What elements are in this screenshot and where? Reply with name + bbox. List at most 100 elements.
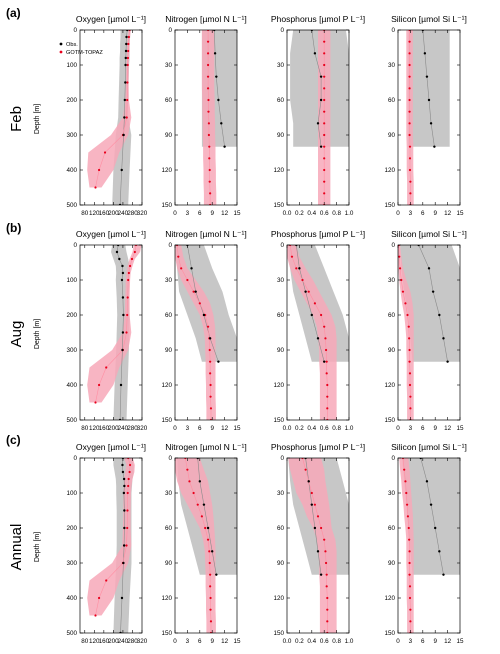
plot-area — [287, 245, 349, 420]
y-tick-label: 90 — [277, 560, 285, 567]
model-point — [208, 145, 211, 148]
y-tick-label: 60 — [388, 525, 396, 532]
model-line — [409, 30, 411, 205]
subplot-annual-2: Phosphorus [µmol P L⁻¹] 0.0 0.2 0.4 0.6 0.8 1.… — [271, 442, 365, 645]
model-point — [325, 573, 328, 576]
model-point — [209, 608, 212, 611]
model-point — [400, 278, 403, 282]
subplot-aug-0: Oxygen [µmol L⁻¹]80 120 160 200 240 280 320010… — [66, 229, 147, 432]
plot-area — [290, 30, 349, 205]
model-line — [289, 245, 328, 420]
x-tick-label: 0 — [396, 210, 400, 217]
obs-point — [442, 573, 445, 576]
model-band — [406, 30, 414, 205]
x-tick-label: 9 — [210, 425, 214, 432]
row-title: Aug — [8, 321, 25, 348]
obs-point — [423, 52, 427, 55]
model-point — [126, 81, 129, 84]
y-tick-label: 90 — [277, 132, 285, 139]
model-point — [403, 468, 406, 471]
obs-band — [408, 30, 450, 147]
model-point — [326, 383, 329, 387]
obs-point — [319, 573, 323, 576]
x-tick-label: 0.4 — [307, 638, 316, 645]
obs-point — [123, 116, 126, 119]
x-tick-label: 15 — [456, 210, 464, 217]
obs-band — [400, 245, 460, 362]
obs-point — [206, 526, 210, 530]
y-tick-label: 400 — [66, 167, 77, 174]
obs-point — [123, 526, 126, 530]
x-tick-label: 0.6 — [320, 638, 329, 645]
model-point — [408, 52, 411, 55]
model-point — [208, 180, 211, 183]
obs-point — [123, 484, 126, 488]
model-point — [209, 407, 213, 410]
model-point — [320, 313, 323, 317]
plot-area — [87, 458, 135, 633]
model-point — [326, 407, 329, 410]
model-point — [408, 157, 412, 160]
model-band — [87, 245, 142, 403]
model-point — [405, 491, 408, 495]
obs-point — [427, 98, 431, 102]
model-point — [325, 372, 328, 375]
model-point — [177, 255, 180, 258]
model-point — [126, 56, 130, 60]
model-point — [126, 509, 129, 512]
model-point — [408, 550, 411, 553]
obs-point — [429, 122, 433, 125]
plot-area — [87, 245, 142, 420]
obs-point — [121, 463, 124, 467]
subplot-title: Oxygen [µmol L⁻¹] — [76, 229, 146, 239]
y-tick-label: 30 — [277, 490, 285, 497]
model-point — [408, 75, 411, 78]
model-point — [192, 491, 195, 495]
obs-point — [429, 503, 433, 506]
x-tick-label: 6 — [421, 638, 425, 645]
subplot-feb-1: Nitrogen [µmol N L⁻¹]0 3 6 9 12 1503060901201… — [161, 14, 246, 217]
x-tick-label: 3 — [409, 638, 413, 645]
model-point — [323, 87, 326, 90]
y-tick-label: 100 — [66, 277, 77, 284]
model-point — [313, 503, 316, 506]
model-point — [206, 63, 210, 67]
x-tick-label: 0.8 — [332, 425, 341, 432]
y-tick-label: 60 — [277, 525, 285, 532]
model-point — [186, 468, 189, 471]
obs-point — [121, 271, 125, 275]
model-point — [208, 168, 211, 172]
obs-point — [198, 480, 201, 483]
obs-point — [122, 561, 125, 565]
y-tick-label: 150 — [384, 630, 395, 637]
subplot-title: Oxygen [µmol L⁻¹] — [76, 442, 146, 452]
obs-point — [123, 98, 127, 102]
subplot-aug-1: Nitrogen [µmol N L⁻¹]0 3 6 9 12 1503060901201… — [161, 229, 246, 432]
model-point — [325, 360, 328, 363]
obs-point — [427, 267, 431, 270]
obs-point — [316, 550, 320, 553]
y-tick-label: 0 — [73, 242, 77, 249]
obs-point — [310, 503, 313, 506]
x-tick-label: 3 — [409, 210, 413, 217]
x-tick-label: 9 — [433, 210, 437, 217]
model-band — [287, 245, 337, 420]
model-point — [125, 331, 128, 334]
plot-frame — [174, 244, 238, 421]
obs-point — [220, 122, 223, 125]
model-point — [324, 561, 328, 565]
subplot-aug-2: Phosphorus [µmol P L⁻¹] 0.0 0.2 0.4 0.6 0.8 1.… — [271, 229, 365, 432]
obs-point — [194, 290, 197, 293]
subplot-title: Nitrogen [µmol N L⁻¹] — [165, 14, 247, 24]
x-tick-label: 200 — [108, 638, 119, 645]
model-point — [408, 122, 411, 125]
x-tick-label: 0.4 — [307, 210, 316, 217]
subplot-title: Silicon [µmol Si L⁻¹] — [391, 442, 467, 452]
model-point — [409, 192, 412, 195]
y-tick-label: 0 — [391, 242, 395, 249]
model-point — [323, 63, 326, 67]
obs-line — [197, 458, 217, 575]
model-point — [94, 614, 97, 617]
obs-point — [122, 491, 126, 495]
subplot-title: Phosphorus [µmol P L⁻¹] — [271, 229, 365, 239]
